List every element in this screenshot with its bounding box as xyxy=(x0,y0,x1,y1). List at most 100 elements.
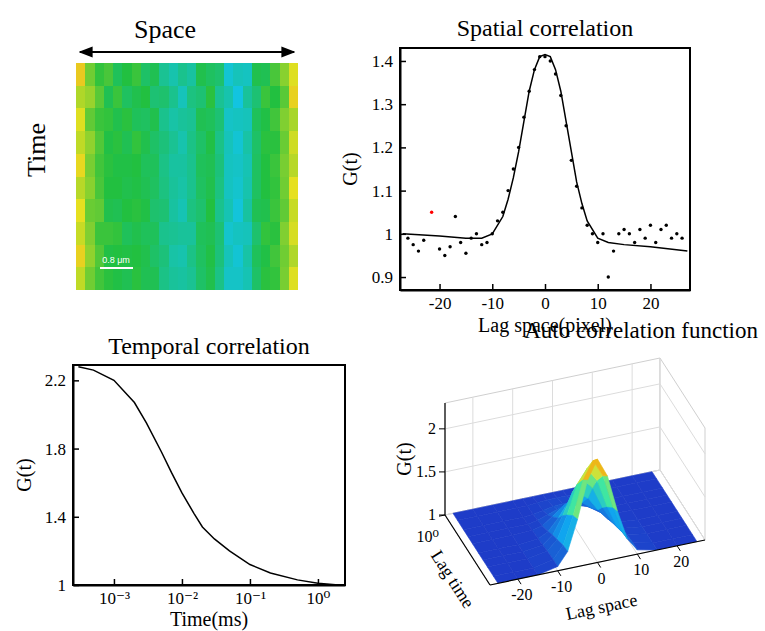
cell xyxy=(215,86,225,109)
tick: -20 xyxy=(429,284,452,313)
tick: 1.3 xyxy=(372,95,406,114)
axis-line xyxy=(400,49,402,291)
cell xyxy=(252,199,262,222)
tick-label: 1.1 xyxy=(372,182,393,201)
cell xyxy=(150,245,160,268)
cell xyxy=(141,154,151,177)
cell xyxy=(206,154,216,177)
tick-label: 10⁻² xyxy=(167,589,198,608)
data-point xyxy=(480,243,483,246)
cell xyxy=(233,86,243,109)
cell xyxy=(150,86,160,109)
tick-label: 20 xyxy=(642,294,659,313)
cell xyxy=(243,199,253,222)
data-point xyxy=(659,228,662,231)
cell xyxy=(280,63,290,86)
cell xyxy=(252,131,262,154)
cell xyxy=(215,154,225,177)
cell xyxy=(122,222,132,245)
cell xyxy=(122,199,132,222)
cell xyxy=(178,131,188,154)
cell xyxy=(169,154,179,177)
tick-mark xyxy=(439,515,445,516)
data-point xyxy=(454,215,457,218)
cell xyxy=(224,63,234,86)
plot-panel: 10⁻³10⁻²10⁻¹10⁰11.41.82.2Temporal correl… xyxy=(13,333,346,631)
cell xyxy=(187,267,197,290)
cell xyxy=(187,245,197,268)
cell xyxy=(196,63,206,86)
cell xyxy=(104,86,114,109)
cell xyxy=(215,177,225,200)
data-point xyxy=(607,275,610,278)
tick-mark xyxy=(400,61,406,63)
cell xyxy=(104,131,114,154)
cell xyxy=(289,267,298,290)
cell xyxy=(289,154,298,177)
cell xyxy=(104,177,114,200)
cell xyxy=(104,63,114,86)
cell xyxy=(252,86,262,109)
tick-mark xyxy=(318,579,320,585)
cell xyxy=(122,131,132,154)
axis-title: Time(ms) xyxy=(170,608,248,631)
cell xyxy=(132,86,142,109)
axis-title: Lag space xyxy=(564,590,639,624)
cell xyxy=(104,199,114,222)
cell xyxy=(122,63,132,86)
grid-line xyxy=(445,384,705,454)
cell xyxy=(252,154,262,177)
plot-frame xyxy=(73,365,345,585)
axis-line xyxy=(73,366,75,586)
cell xyxy=(169,108,179,131)
tick-mark xyxy=(73,380,79,382)
cell xyxy=(85,267,95,290)
tick-mark xyxy=(73,517,79,519)
cell xyxy=(187,131,197,154)
tick: -10 xyxy=(481,284,504,313)
data-point xyxy=(670,236,673,239)
cell xyxy=(169,131,179,154)
tick: 1 xyxy=(58,576,80,595)
cell xyxy=(243,222,253,245)
grid-line xyxy=(513,389,558,571)
tick: 10⁻³ xyxy=(99,579,130,608)
tick-mark xyxy=(73,448,79,450)
x-axis: 10⁻³10⁻²10⁻¹10⁰ xyxy=(74,579,346,608)
cell xyxy=(85,245,95,268)
cell xyxy=(104,154,114,177)
cell xyxy=(159,154,169,177)
tick: 1.4 xyxy=(372,52,406,71)
cell xyxy=(206,86,216,109)
tick-label: 1.5 xyxy=(416,463,436,480)
tick-label: 0 xyxy=(541,294,550,313)
cell xyxy=(159,245,169,268)
axis-title: Time xyxy=(22,123,51,177)
cell xyxy=(243,245,253,268)
tick: 1.2 xyxy=(372,138,406,157)
cell xyxy=(224,154,234,177)
cell xyxy=(261,267,271,290)
cell xyxy=(85,199,95,222)
cell xyxy=(261,245,271,268)
grid-line xyxy=(445,427,705,497)
cell xyxy=(104,108,114,131)
cell xyxy=(95,199,105,222)
tick-label: -10 xyxy=(481,294,504,313)
tick: 2.2 xyxy=(45,371,79,390)
cell xyxy=(169,177,179,200)
tick: 10⁰ xyxy=(307,579,331,608)
cell xyxy=(206,245,216,268)
scale-bar xyxy=(100,267,133,269)
data-point xyxy=(406,236,409,239)
tick-label: 1 xyxy=(385,225,394,244)
cell xyxy=(178,108,188,131)
cell xyxy=(132,177,142,200)
cell xyxy=(122,86,132,109)
cell xyxy=(150,154,160,177)
cell xyxy=(169,63,179,86)
cell xyxy=(113,177,123,200)
cell xyxy=(206,222,216,245)
cell xyxy=(150,222,160,245)
tick: 0.9 xyxy=(372,268,406,287)
